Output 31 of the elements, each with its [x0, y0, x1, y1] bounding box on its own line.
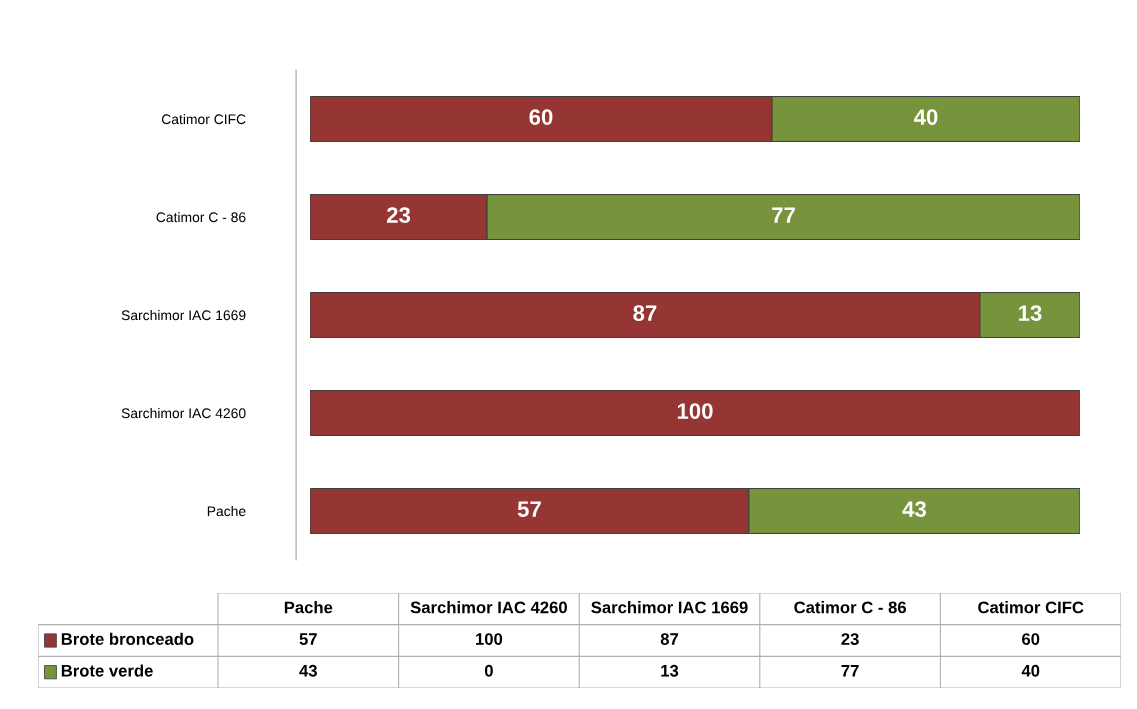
- category-label: Catimor C - 86: [794, 601, 906, 614]
- data-label: 40: [913, 109, 938, 125]
- category-label: Sarchimor IAC 1669: [591, 601, 748, 614]
- y-tick-label: Catimor CIFC: [161, 113, 246, 125]
- y-tick-label: Sarchimor IAC 1669: [121, 309, 246, 321]
- text: 40: [1021, 664, 1040, 677]
- y-tick-label: Pache: [207, 505, 246, 517]
- data-label: 43: [902, 501, 927, 517]
- data-label: 23: [386, 207, 411, 223]
- text: 13: [661, 664, 679, 677]
- category-label: Pache: [284, 601, 333, 614]
- text: 0: [484, 664, 493, 677]
- category-label: Sarchimor IAC 4260: [410, 601, 567, 614]
- text: 43: [299, 664, 317, 677]
- data-label: 100: [677, 403, 713, 419]
- category-label: Catimor CIFC: [978, 601, 1084, 614]
- data-label: 60: [529, 109, 553, 125]
- data-label: 13: [1018, 305, 1042, 321]
- text: 87: [660, 633, 679, 645]
- text: 100: [476, 633, 503, 645]
- legend-label: Brote verde: [61, 664, 153, 677]
- data-label: 77: [772, 207, 795, 223]
- text: 23: [841, 633, 859, 645]
- text: 57: [299, 633, 317, 645]
- text: 77: [841, 665, 859, 677]
- data-label: 57: [517, 501, 541, 517]
- legend-label: Brote bronceado: [61, 632, 194, 645]
- y-tick-label: Sarchimor IAC 4260: [121, 407, 246, 419]
- text: 60: [1022, 633, 1040, 645]
- y-tick-label: Catimor C - 86: [156, 211, 246, 223]
- data-label: 87: [633, 305, 657, 321]
